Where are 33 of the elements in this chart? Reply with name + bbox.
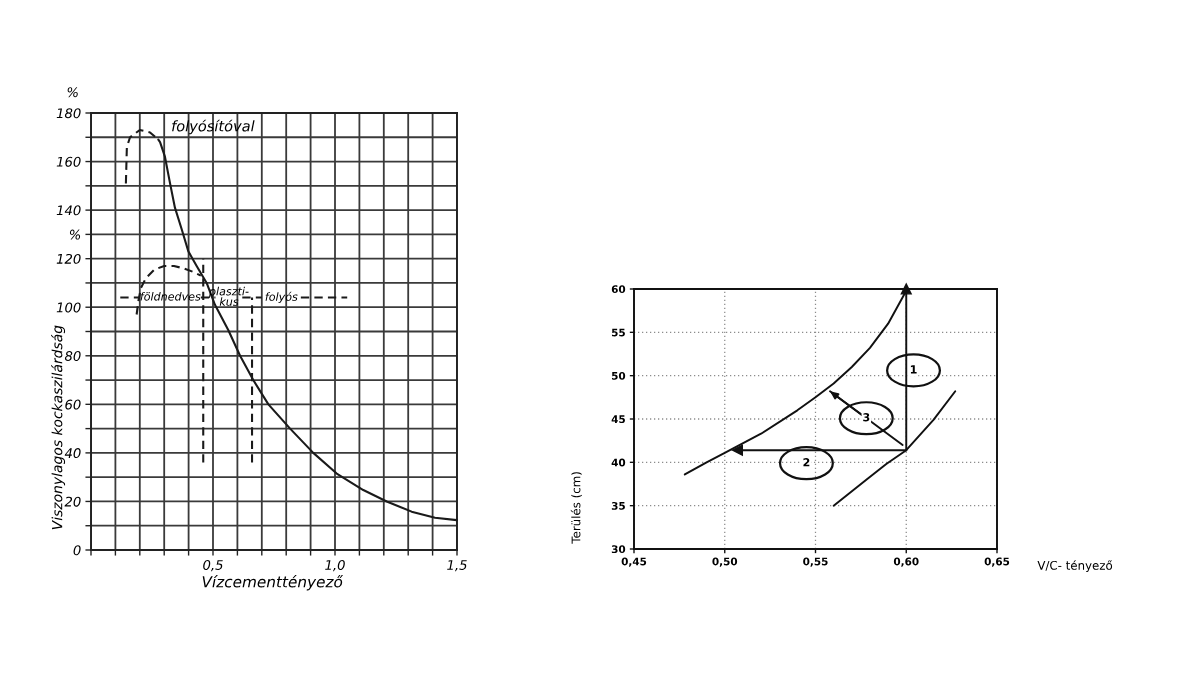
- x-axis-title: V/C- tényező: [1037, 560, 1113, 573]
- y-tick-label: 60: [611, 285, 626, 294]
- y-tick-label: 30: [611, 545, 626, 554]
- y-tick-label: 140: [56, 205, 81, 216]
- annotation: 1: [910, 365, 917, 374]
- x-tick-label: 0,65: [984, 557, 1010, 567]
- y-tick-label: 45: [611, 415, 625, 424]
- y-tick-label: 40: [611, 458, 626, 467]
- y-tick-label: 100: [56, 302, 81, 313]
- x-tick-label: 0,45: [621, 557, 647, 567]
- x-tick-label: 0,60: [893, 557, 919, 567]
- x-tick-label: 0,5: [203, 559, 223, 572]
- y-tick-label: 180: [56, 108, 81, 119]
- y-tick-label: 160: [56, 156, 81, 167]
- y-tick-label: 55: [611, 328, 625, 337]
- y-tick-label: 40: [64, 448, 81, 459]
- y-axis-title: Viszonylagos kockaszilárdság: [51, 325, 66, 530]
- y-tick-label: 120: [56, 253, 81, 264]
- y-tick-label: 60: [65, 399, 81, 410]
- x-tick-label: 1,0: [325, 559, 345, 572]
- y-tick-label: 35: [611, 501, 625, 510]
- annotation: 2: [803, 458, 810, 467]
- y-tick-label: 20: [64, 496, 81, 507]
- y-tick-label: %: [69, 229, 81, 240]
- y-axis-title: Terülés (cm): [570, 472, 582, 544]
- x-tick-label: 0,50: [712, 557, 738, 567]
- x-tick-label: 1,5: [447, 560, 467, 572]
- annotation: 3: [863, 413, 870, 422]
- y-tick-label: 80: [64, 351, 81, 361]
- y-tick-label: 50: [611, 371, 626, 380]
- y-tick-label: 0: [73, 545, 81, 556]
- x-tick-label: 0,55: [803, 557, 828, 567]
- x-axis-title: Vízcementtényező: [202, 575, 344, 591]
